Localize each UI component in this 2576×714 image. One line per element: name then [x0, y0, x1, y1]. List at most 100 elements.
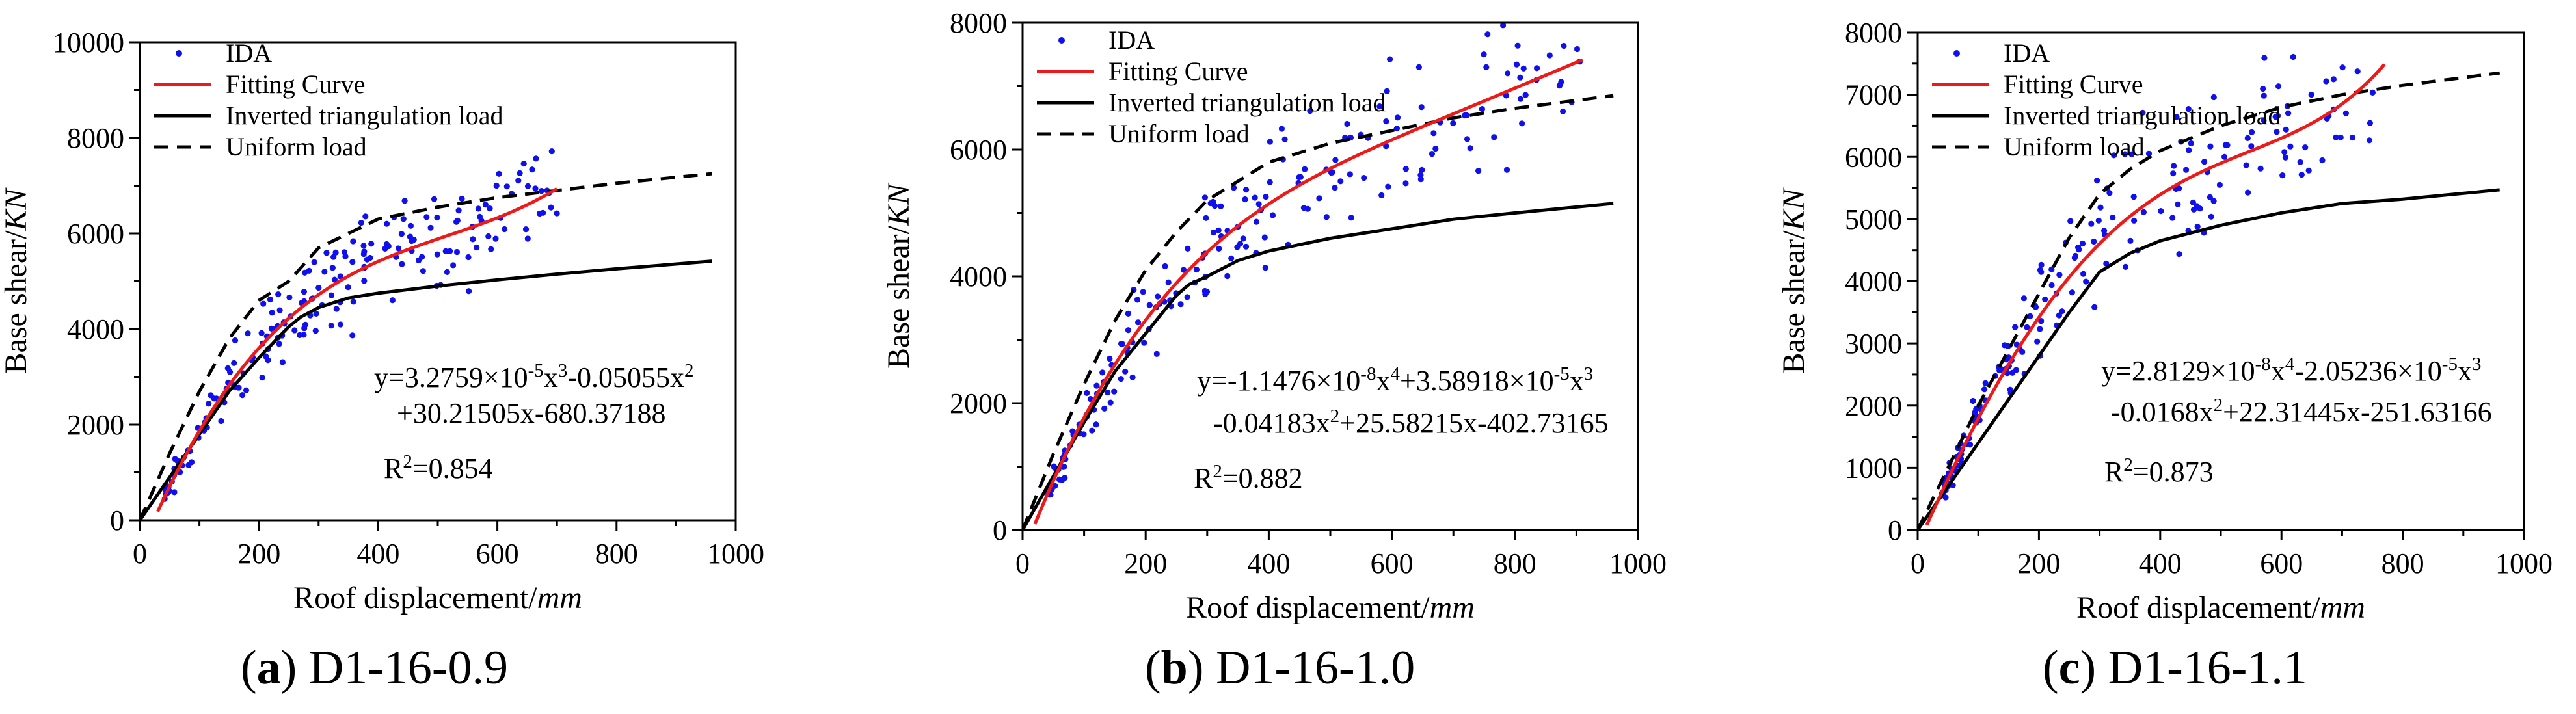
ida-point — [2171, 163, 2177, 169]
ida-point — [459, 195, 465, 202]
ida-point — [475, 205, 482, 212]
ida-point — [2249, 129, 2255, 135]
ida-point — [2169, 215, 2176, 221]
ida-point — [2222, 142, 2229, 148]
ida-point — [2190, 199, 2196, 205]
x-tick-label: 0 — [1015, 548, 1030, 579]
x-tick-label: 600 — [1371, 548, 1414, 579]
paren-close: ) — [280, 641, 309, 694]
ida-point — [1207, 200, 1214, 207]
ida-point — [360, 243, 367, 249]
ida-point — [2208, 213, 2214, 220]
ida-point — [1181, 267, 1187, 273]
chart-svg: 0 200 400 600 800 10000200040006000800010000R… — [0, 27, 764, 615]
ida-point — [1281, 136, 1288, 142]
ida-point — [350, 238, 356, 245]
x-tick-label: 400 — [1247, 548, 1290, 579]
y-tick-label: 2000 — [950, 388, 1007, 419]
ida-point — [2131, 217, 2138, 224]
ida-point — [1093, 382, 1100, 389]
ida-point — [2076, 246, 2082, 253]
ida-point — [400, 216, 407, 222]
ida-point — [1215, 227, 1222, 233]
fit-equation-line-part: 4 — [2285, 354, 2295, 375]
ida-point — [1203, 289, 1211, 295]
ida-point — [185, 462, 192, 469]
y-tick-label: 0 — [1888, 514, 1902, 546]
ida-point — [1184, 294, 1190, 300]
ida-point — [517, 170, 523, 176]
ida-point — [2158, 208, 2164, 215]
ida-point — [515, 178, 522, 184]
ida-point — [1267, 179, 1273, 185]
fit-equation-line-part: -5 — [528, 360, 544, 381]
ida-point — [313, 310, 319, 317]
ida-point — [496, 170, 502, 177]
ida-point — [2207, 143, 2214, 150]
ida-point — [2042, 296, 2048, 302]
chart-svg: 0 200 400 600 800 1000 0 1000 2000 3000 4000 5000 60… — [1777, 10, 2553, 625]
ida-point — [2034, 338, 2041, 345]
ida-point — [2072, 252, 2078, 259]
ida-point — [2367, 120, 2373, 126]
ida-point — [1972, 409, 1978, 416]
ida-point — [279, 359, 286, 365]
r-squared-label-part: R — [384, 453, 403, 484]
x-axis-label: Roof displacement/mm — [1186, 590, 1475, 625]
y-tick-label: 3000 — [1845, 328, 1902, 360]
panel-caption: (c) D1-16-1.1 — [2043, 641, 2307, 696]
x-tick-label: 0 — [1911, 548, 1925, 579]
ida-point — [1514, 42, 1521, 49]
y-axis-label: Base shear/KN — [881, 182, 916, 369]
ida-point — [232, 337, 239, 344]
paren-open: ( — [2043, 641, 2059, 694]
r-squared-label-part: 2 — [1213, 461, 1222, 482]
panel-title: D1-16-0.9 — [308, 641, 509, 694]
ida-point — [2201, 159, 2208, 165]
ida-point — [529, 166, 535, 173]
ida-point — [1348, 215, 1354, 221]
ida-point — [2110, 214, 2116, 221]
ida-point — [218, 417, 224, 425]
y-axis-label: Base shear/KN — [0, 187, 33, 374]
panel-label: b — [1161, 641, 1188, 694]
fit-equation-line-part: y=2.8129×10 — [2101, 355, 2255, 387]
ida-point — [1297, 174, 1304, 180]
ida-point — [434, 251, 440, 258]
x-tick-label: 800 — [2381, 548, 2424, 579]
legend-entry-label: Fitting Curve — [2004, 70, 2143, 99]
x-tick-label: 400 — [356, 538, 399, 570]
fit-equation-line: y=3.2759×10-5x3-0.05055x2 — [374, 360, 693, 393]
ida-point — [474, 244, 480, 251]
ida-point — [2188, 140, 2194, 146]
ida-point — [286, 294, 293, 300]
legend-entry-label: IDA — [1108, 25, 1155, 55]
y-tick-label: 8000 — [1845, 17, 1902, 49]
paren-close: ) — [1187, 641, 1216, 694]
x-tick-label: 1000 — [707, 538, 764, 570]
fit-equation-line-part: 4 — [1390, 364, 1400, 384]
ida-point — [1155, 293, 1161, 300]
legend-entry-label: Uniform load — [2004, 132, 2145, 161]
ida-point — [2305, 167, 2312, 174]
ida-point — [2128, 151, 2135, 157]
fit-equation-line-part: 3 — [2472, 354, 2482, 375]
fit-equation-line-part: -0.04183x — [1213, 407, 1330, 439]
ida-point — [2378, 10, 2384, 16]
ida-point — [1484, 31, 1491, 38]
ida-point — [2127, 237, 2134, 244]
x-tick-label: 200 — [1124, 548, 1167, 579]
ida-point — [275, 291, 282, 298]
ida-point — [1185, 245, 1191, 252]
ida-point — [1546, 52, 1553, 59]
ida-point — [1125, 327, 1132, 334]
ida-point — [1332, 185, 1338, 191]
ida-point — [476, 213, 483, 220]
fit-equation-line-part: +30.21505x-680.37188 — [397, 397, 665, 429]
ida-point — [1517, 96, 1524, 102]
ida-point — [1101, 405, 1108, 412]
ida-point — [522, 226, 530, 233]
fit-equation-line-part: y=-1.1476×10 — [1197, 365, 1360, 397]
ida-point — [1387, 56, 1393, 62]
